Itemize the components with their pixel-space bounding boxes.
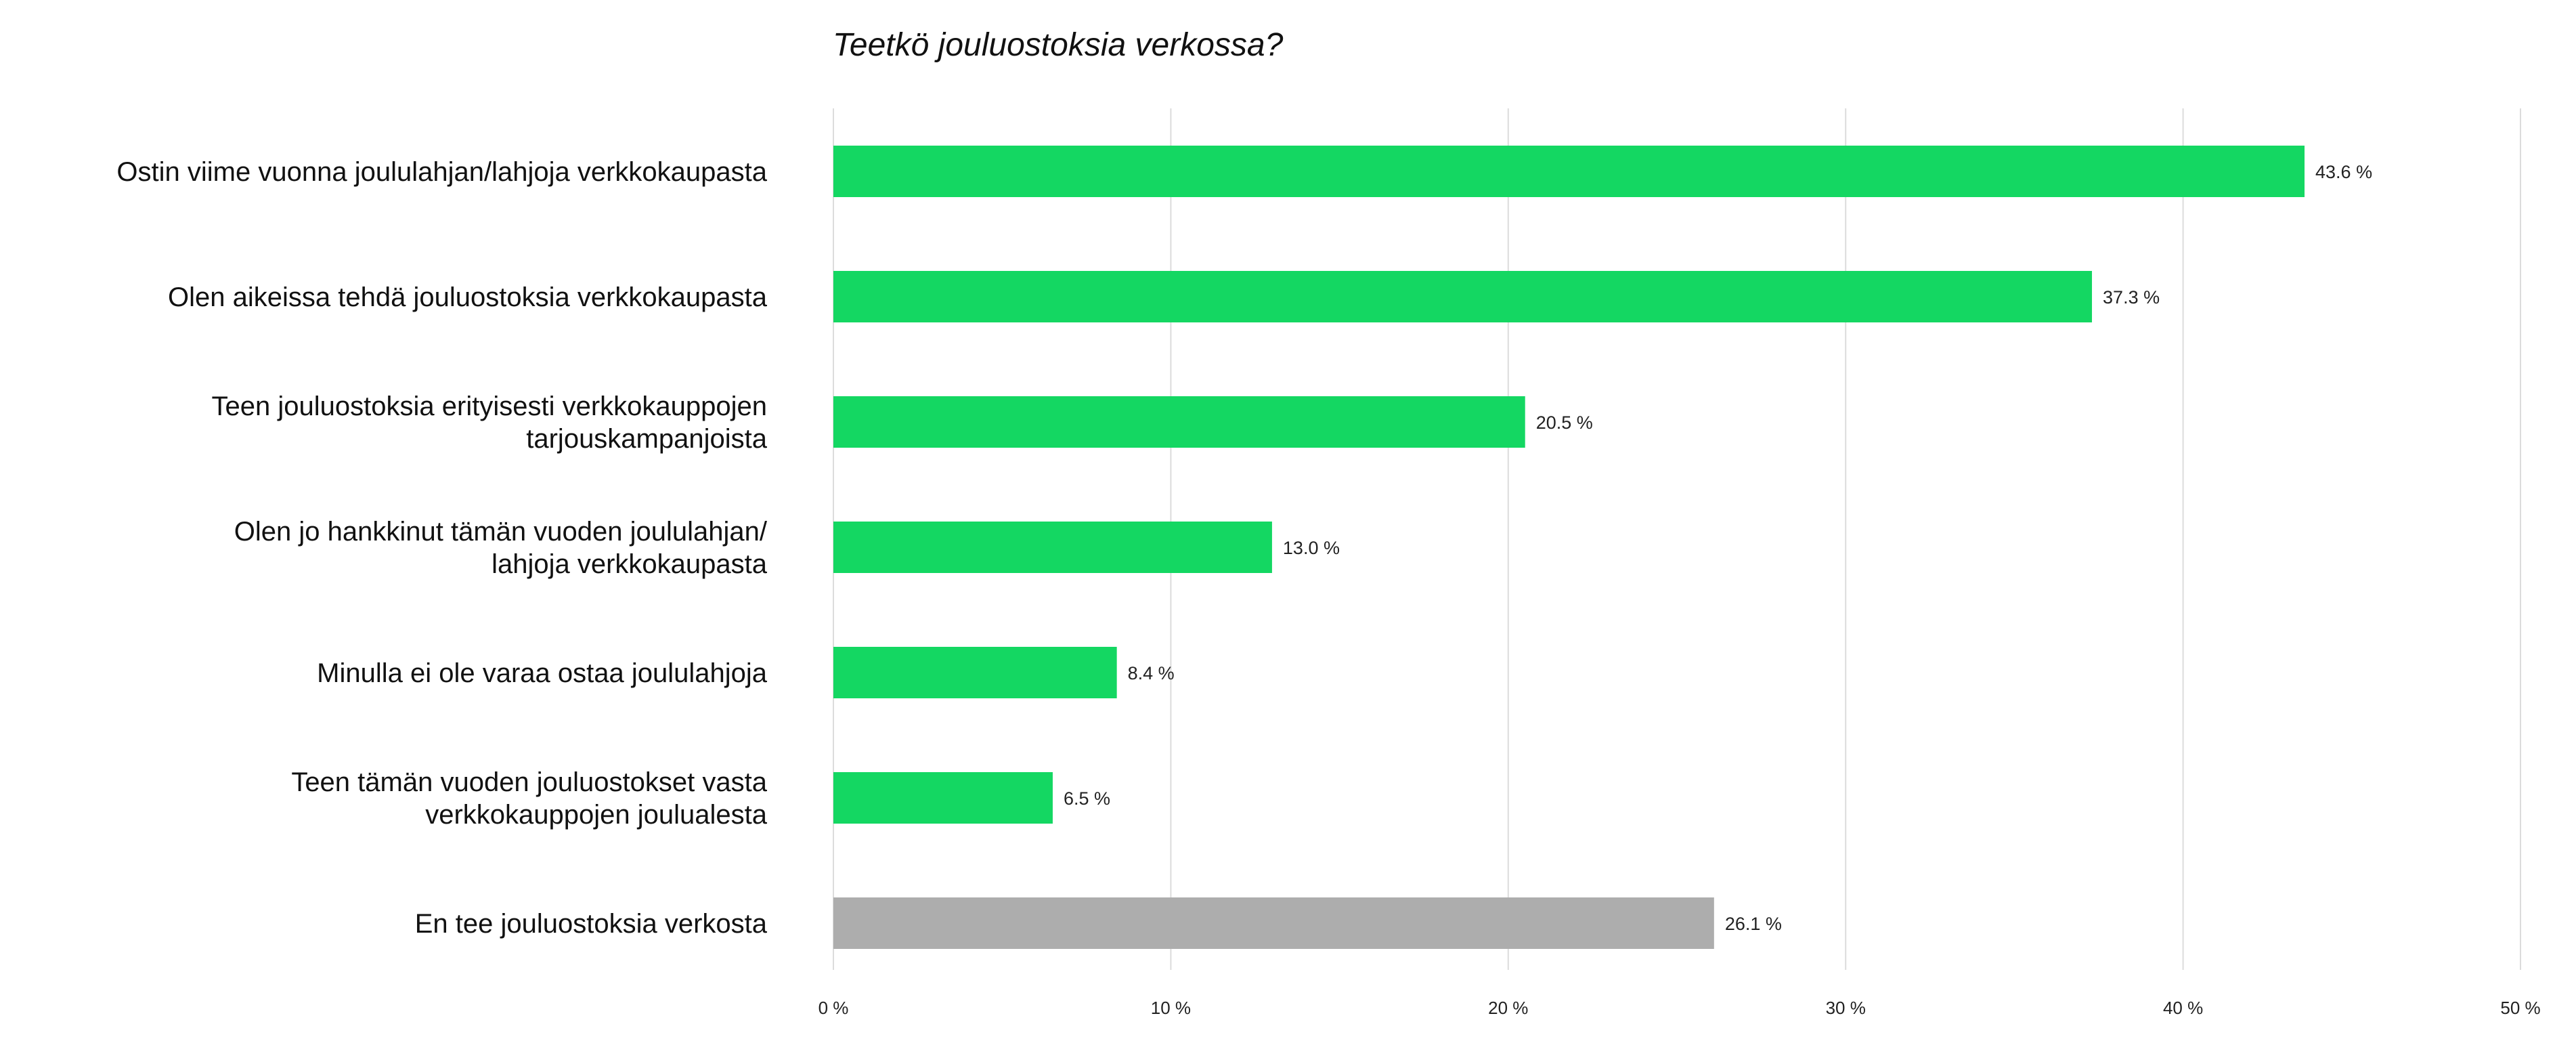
x-tick-label: 10 % bbox=[1151, 998, 1191, 1018]
category-label-line: Ostin viime vuonna joululahjan/lahjoja v… bbox=[116, 157, 767, 187]
category-label: Olen jo hankkinut tämän vuoden joululahj… bbox=[234, 517, 768, 579]
data-label: 43.6 % bbox=[2315, 162, 2372, 182]
category-label-line: tarjouskampanjoista bbox=[526, 424, 767, 454]
x-tick-label: 40 % bbox=[2163, 998, 2203, 1018]
data-label: 37.3 % bbox=[2103, 287, 2160, 308]
gridlines bbox=[833, 108, 2521, 970]
x-tick-label: 30 % bbox=[1826, 998, 1866, 1018]
category-label: Teen tämän vuoden jouluostokset vasta ver… bbox=[291, 767, 767, 830]
bar bbox=[833, 396, 1525, 448]
category-label: Ostin viime vuonna joululahjan/lahjoja v… bbox=[116, 157, 767, 187]
x-tick-label: 20 % bbox=[1488, 998, 1528, 1018]
category-label-line: Olen jo hankkinut tämän vuoden joululahj… bbox=[234, 517, 768, 547]
category-label: Teen jouluostoksia erityisesti verkkokau… bbox=[212, 391, 768, 454]
category-label: Minulla ei ole varaa ostaa joululahjoja bbox=[317, 658, 768, 688]
data-label: 8.4 % bbox=[1128, 663, 1175, 683]
category-label: En tee jouluostoksia verkosta bbox=[415, 909, 768, 939]
category-label-line: Teen tämän vuoden jouluostokset vasta bbox=[291, 767, 767, 797]
bar bbox=[833, 647, 1117, 698]
category-label-line: Teen jouluostoksia erityisesti verkkokau… bbox=[212, 391, 767, 421]
category-label-line: Minulla ei ole varaa ostaa joululahjoja bbox=[317, 658, 768, 688]
bars bbox=[833, 146, 2305, 949]
chart-title: Teetkö jouluostoksia verkossa? bbox=[833, 27, 1284, 63]
value-labels: 43.6 % 37.3 % 20.5 % 13.0 % 8.4 % 6.5 % 26.1 % bbox=[1064, 162, 2372, 934]
x-axis-ticks: 0 % 10 % 20 % 30 % 40 % 50 % bbox=[818, 998, 2541, 1018]
bar bbox=[833, 271, 2093, 322]
category-label-line: En tee jouluostoksia verkosta bbox=[415, 909, 768, 939]
bar bbox=[833, 522, 1272, 573]
data-label: 26.1 % bbox=[1725, 914, 1782, 934]
data-label: 13.0 % bbox=[1283, 538, 1340, 558]
category-label-line: verkkokauppojen joulualesta bbox=[425, 800, 768, 830]
category-label: Olen aikeissa tehdä jouluostoksia verkko… bbox=[168, 282, 768, 312]
bar bbox=[833, 897, 1714, 949]
bar bbox=[833, 772, 1053, 824]
data-label: 6.5 % bbox=[1064, 788, 1110, 809]
category-labels: Ostin viime vuonna joululahjan/lahjoja v… bbox=[116, 157, 767, 939]
category-label-line: Olen aikeissa tehdä jouluostoksia verkko… bbox=[168, 282, 768, 312]
category-label-line: lahjoja verkkokaupasta bbox=[492, 549, 768, 579]
x-tick-label: 50 % bbox=[2500, 998, 2540, 1018]
bar bbox=[833, 146, 2305, 197]
x-tick-label: 0 % bbox=[818, 998, 849, 1018]
data-label: 20.5 % bbox=[1536, 412, 1593, 433]
